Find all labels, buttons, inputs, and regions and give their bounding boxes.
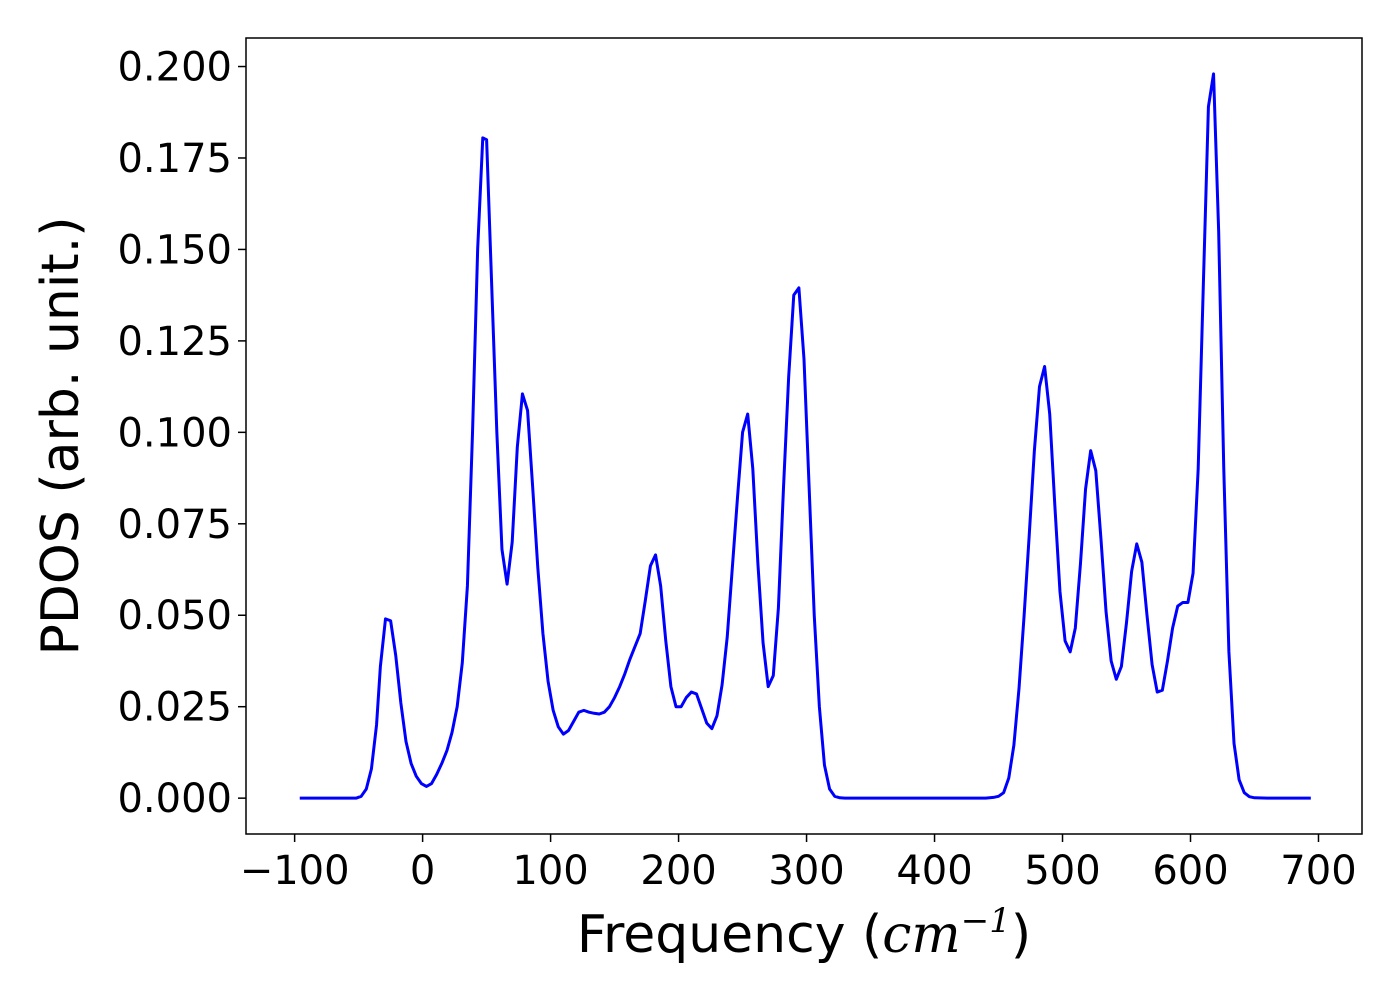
y-tick-label: 0.050 xyxy=(117,593,232,639)
y-tick-label: 0.200 xyxy=(117,45,232,91)
y-tick-label: 0.025 xyxy=(117,685,232,731)
pdos-series-line xyxy=(299,72,1311,800)
y-tick-label: 0.000 xyxy=(117,776,232,822)
x-tick-label: 0 xyxy=(410,848,435,894)
y-tick-label: 0.100 xyxy=(117,410,232,456)
plot-area xyxy=(246,38,1362,834)
y-axis-ticks: 0.000 0.025 0.050 0.075 0.100 0.125 0.150 0.175… xyxy=(117,45,246,822)
y-axis-label: PDOS (arb. unit.) xyxy=(31,216,91,655)
y-tick-label: 0.075 xyxy=(117,502,232,548)
y-tick-label: 0.150 xyxy=(117,227,232,273)
y-tick-label: 0.125 xyxy=(117,319,232,365)
x-axis-ticks: −100 0 100 200 300 400 500 600 700 xyxy=(240,834,1357,894)
plot-frame xyxy=(245,37,1363,835)
x-tick-label: 500 xyxy=(1024,848,1100,894)
x-tick-label: 400 xyxy=(896,848,972,894)
x-axis-label: Frequency (cm−1) xyxy=(577,901,1031,965)
x-tick-label: 700 xyxy=(1280,848,1356,894)
x-tick-label: −100 xyxy=(240,848,350,894)
x-tick-label: 300 xyxy=(768,848,844,894)
y-tick-label: 0.175 xyxy=(117,136,232,182)
x-tick-label: 100 xyxy=(512,848,588,894)
x-tick-label: 200 xyxy=(640,848,716,894)
x-tick-label: 600 xyxy=(1152,848,1228,894)
